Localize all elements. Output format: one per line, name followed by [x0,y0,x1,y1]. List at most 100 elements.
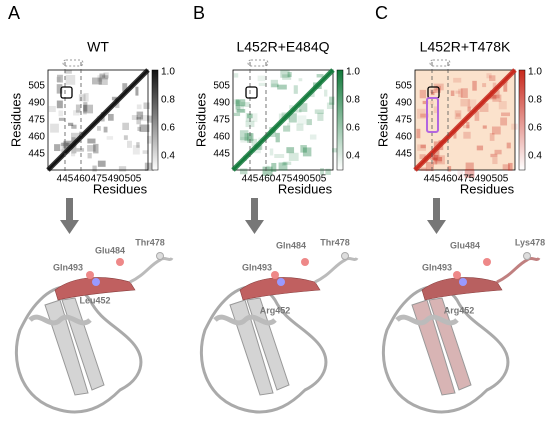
heatmap-patch [122,83,128,92]
panel: BL452R+E484Q1.00.80.60.45054904754604454… [193,3,360,414]
heatmap-patch [245,112,252,122]
heatmap-patch [316,74,324,78]
heatmap-patch [233,99,239,105]
heatmap-patch [99,73,106,78]
x-tick-label: 475 [276,174,293,185]
heatmap-patch [282,74,292,80]
heatmap-patch [235,100,241,110]
atom [341,252,349,260]
residue-label: Gln493 [53,262,83,272]
arrow-shaft [433,198,440,220]
heatmap-patch [240,136,249,143]
heatmap-patch [71,124,77,129]
heatmap-patch [75,104,81,113]
heatmap-patch [293,85,298,94]
atom [271,271,279,279]
heatmap-patch [64,70,72,74]
heatmap-patch [123,135,128,140]
residue-label: Leu452 [79,295,110,305]
heatmap-patch [87,145,96,152]
heatmap-patch [325,168,331,175]
heatmap-patch [492,94,502,102]
colorbar [336,69,344,171]
heatmap-patch [309,134,317,140]
heatmap-patch [147,115,157,123]
heatmap-patch [70,153,76,157]
protein-motif [239,277,321,301]
heatmap-patch [482,125,487,129]
heatmap-patch [48,105,56,113]
colorbar-tick-label: 0.6 [346,123,360,134]
heatmap-patch [58,110,64,117]
colorbar-tick-label: 0.4 [161,151,175,162]
heatmap-patch [419,154,426,160]
heatmap-patch [476,145,484,151]
heatmap-patch [458,88,463,98]
x-tick-label: 490 [475,174,492,185]
colorbar-tick-label: 1.0 [346,67,360,78]
colorbar-tick-label: 0.8 [528,95,542,106]
y-tick-label: 490 [28,98,45,109]
heatmap-patch [462,124,470,129]
heatmap-patch [498,101,507,110]
heatmap-patch [68,122,74,126]
heatmap-patch [56,100,63,109]
heatmap-patch [297,115,307,125]
heatmap-patch [454,110,462,120]
panel-title: L452R+E484Q [236,39,329,55]
heatmap-patch [244,133,254,141]
heatmap-patch [87,138,96,144]
atom [86,271,94,279]
heatmap-patch [265,165,270,169]
heatmap-patch [142,150,149,154]
heatmap-patch [239,130,249,141]
heatmap-patch [455,113,461,117]
residue-label: Thr478 [135,237,165,247]
panel: CL452R+T478K1.00.80.60.45054904754604454… [375,3,545,414]
heatmap-patch [56,76,61,82]
heatmap-patch [78,94,86,102]
atom [156,252,164,260]
heatmap-patch [420,167,427,171]
x-axis-label: Residues [278,181,333,196]
heatmap-patch [292,109,302,113]
heatmap-patch [278,162,288,171]
colorbar-tick-label: 0.6 [528,123,542,134]
heatmap-patch [283,161,292,165]
heatmap-patch [56,84,63,94]
heatmap-patch [245,120,255,128]
atom [459,278,467,286]
x-tick-label: 505 [310,174,327,185]
heatmap-patch [73,110,80,116]
heatmap-patch [464,169,475,178]
heatmap-patch [236,109,246,113]
highlight-box [60,86,73,99]
heatmap-patch [430,153,436,160]
heatmap-patch [83,102,88,112]
heatmap-patch [433,106,438,114]
y-tick-label: 445 [213,149,230,160]
heatmap-patch [306,119,312,126]
heatmap-patch [288,113,297,123]
atom [301,258,309,266]
dashed-bracket [429,59,451,67]
heatmap-patch [97,75,103,82]
atom [92,278,100,286]
heatmap-patch [235,105,244,113]
residue-label: Glu484 [450,240,480,250]
heatmap-patch [277,84,287,90]
panel-label: A [8,3,20,23]
y-tick-label: 505 [28,81,45,92]
heatmap-patch [271,83,279,87]
x-tick-label: 490 [108,174,125,185]
heatmap-patch [97,160,106,167]
heatmap-patch [144,162,154,171]
heatmap-patch [502,164,510,171]
heatmap-patch [289,105,294,109]
heatmap-patch [467,99,477,109]
heatmap-patch [87,153,92,159]
arrow-shaft [251,198,258,220]
highlight-box [245,86,258,99]
colorbar-tick-label: 0.8 [161,95,175,106]
